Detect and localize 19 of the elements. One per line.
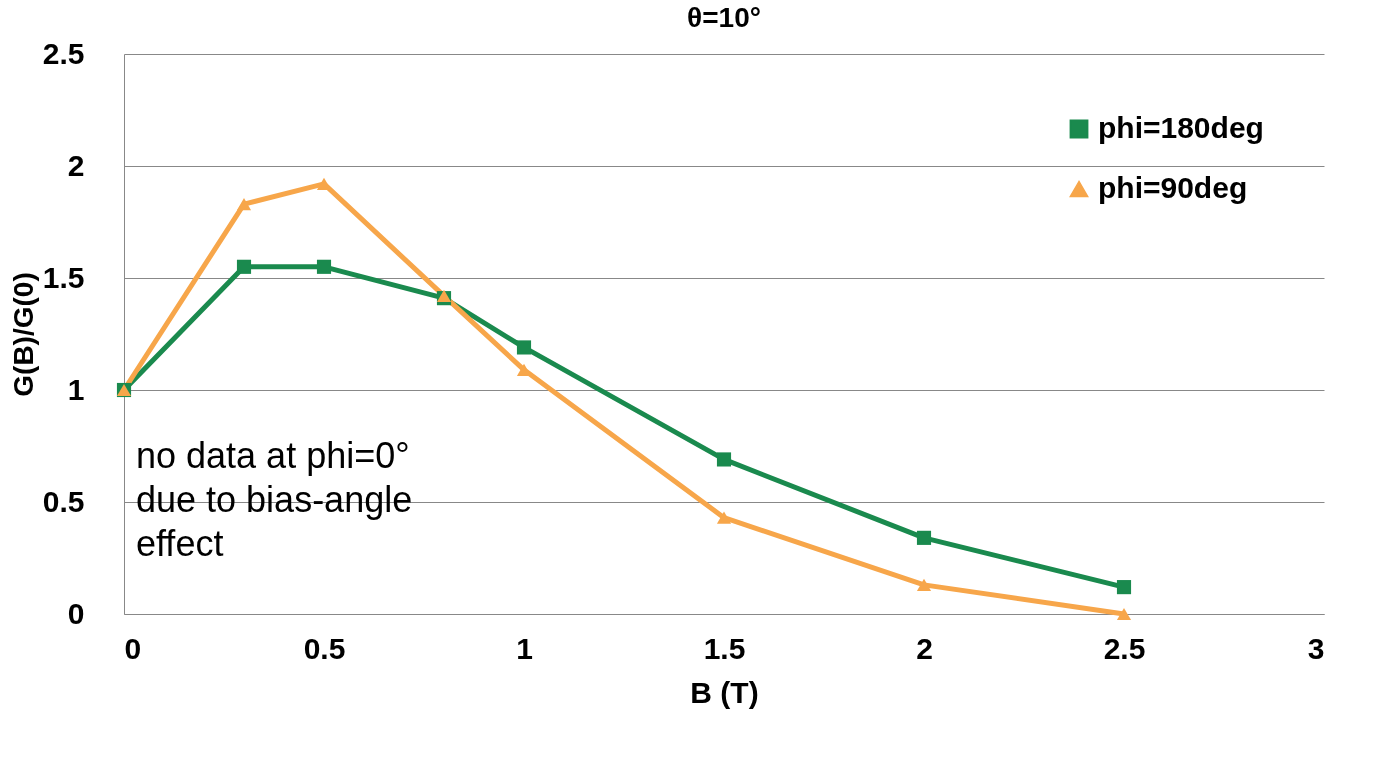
y-tick-label: 0 xyxy=(67,596,85,630)
x-tick-label: 2.5 xyxy=(1103,631,1146,665)
y-axis-title: G(B)/G(0) xyxy=(7,272,39,397)
chart-title: θ=10° xyxy=(687,2,761,33)
x-tick-label: 0.5 xyxy=(303,631,346,665)
annotation: no data at phi=0° due to bias-angle effect xyxy=(136,435,413,565)
legend-label: phi=90deg xyxy=(1098,171,1248,204)
x-tick-label: 2 xyxy=(916,631,933,665)
x-tick-label: 1 xyxy=(516,631,533,665)
x-axis-title: B (T) xyxy=(690,675,759,709)
y-tick-label: 1.5 xyxy=(42,260,85,294)
x-tick-label: 3 xyxy=(1307,631,1325,665)
y-tick-label: 2.5 xyxy=(42,36,85,70)
y-tick-label: 0.5 xyxy=(42,484,85,518)
y-tick-label: 1 xyxy=(67,372,85,406)
x-tick-label: 1.5 xyxy=(703,631,746,665)
x-tick-label: 0 xyxy=(124,631,142,665)
y-tick-label: 2 xyxy=(67,148,85,182)
legend-label: phi=180deg xyxy=(1098,111,1264,144)
